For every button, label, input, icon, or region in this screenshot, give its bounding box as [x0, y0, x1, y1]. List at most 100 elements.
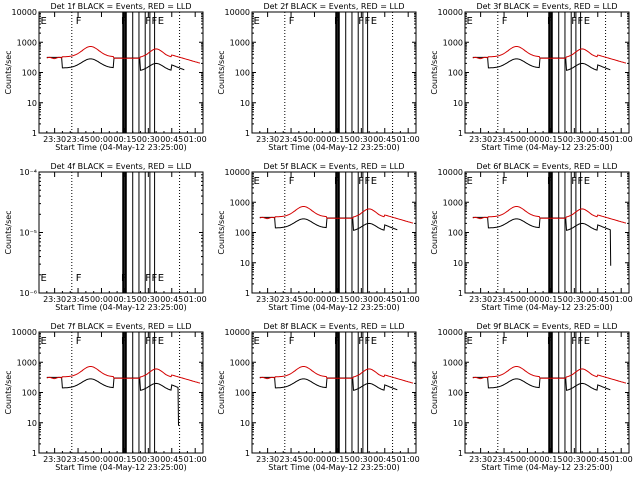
x-tick-label: 01:00: [184, 135, 207, 144]
x-tick-label: 00:15: [539, 295, 562, 304]
x-tick-label: 01:00: [397, 455, 420, 464]
y-tick-label: 100: [235, 389, 250, 398]
y-axis-title: Counts/sec: [217, 370, 226, 414]
plot-frame: [464, 331, 630, 454]
chart-panel-9: Det 9f BLACK = Events, RED = LLD 1 10 100 10…: [430, 322, 633, 472]
x-tick-label: 00:30: [563, 295, 586, 304]
interval-marker: F: [571, 16, 577, 27]
interval-marker: E: [41, 16, 47, 27]
y-tick-label: 10⁻⁶: [19, 289, 37, 298]
interval-marker: F: [364, 16, 370, 27]
interval-marker: F: [289, 336, 295, 347]
interval-marker: F: [289, 176, 295, 187]
chart-panel-4: Det 4f BLACK = Events, RED = LLD 10⁻⁶ 10⁻⁵…: [4, 162, 207, 312]
x-tick-label: 23:30: [256, 295, 279, 304]
y-tick-label: 10: [453, 259, 463, 268]
interval-marker: F: [364, 176, 370, 187]
y-axis-title: Counts/sec: [4, 370, 13, 414]
interval-marker: E: [371, 176, 377, 187]
x-axis-title: Start Time (04-May-12 23:25:00): [55, 143, 186, 152]
interval-marker: F: [151, 336, 157, 347]
lld-series-line: [472, 206, 627, 224]
interval-marker: F: [358, 336, 364, 347]
x-tick-label: 00:15: [113, 455, 136, 464]
chart-title: Det 9f BLACK = Events, RED = LLD: [476, 322, 617, 331]
chart-title: Det 7f BLACK = Events, RED = LLD: [50, 322, 191, 331]
chart-panel-1: Det 1f BLACK = Events, RED = LLD 1 10 100 10…: [4, 2, 207, 152]
interval-marker: E: [467, 176, 473, 187]
y-tick-label: 10: [27, 99, 37, 108]
x-tick-label: 00:15: [326, 295, 349, 304]
x-tick-label: 01:00: [397, 135, 420, 144]
y-tick-label: 10⁻⁴: [19, 168, 37, 177]
x-tick-label: 01:00: [610, 455, 633, 464]
x-tick-label: 00:30: [563, 455, 586, 464]
y-tick-label: 1: [245, 449, 250, 458]
interval-marker: F: [577, 336, 583, 347]
events-series-line: [472, 216, 612, 266]
x-tick-label: 00:00: [516, 455, 539, 464]
plot-frame: [38, 11, 204, 134]
interval-marker: F: [121, 16, 127, 27]
x-tick-label: 00:00: [90, 455, 113, 464]
lld-series-line: [46, 366, 201, 384]
y-tick-label: 1000: [17, 38, 37, 47]
chart-panel-6: Det 6f BLACK = Events, RED = LLD 1 10 100 10…: [430, 162, 633, 312]
y-tick-label: 10: [240, 259, 250, 268]
y-tick-label: 100: [448, 389, 463, 398]
y-tick-label: 1000: [230, 38, 250, 47]
events-series-line: [46, 376, 179, 426]
y-tick-label: 10000: [438, 8, 463, 17]
interval-marker: E: [158, 273, 164, 284]
x-axis-title: Start Time (04-May-12 23:25:00): [55, 303, 186, 312]
y-tick-label: 100: [235, 69, 250, 78]
x-tick-label: 00:45: [160, 455, 183, 464]
interval-marker: F: [76, 336, 82, 347]
x-tick-label: 23:45: [280, 135, 303, 144]
x-tick-label: 01:00: [610, 135, 633, 144]
x-tick-label: 00:30: [350, 455, 373, 464]
interval-marker: E: [158, 336, 164, 347]
lld-series-line: [472, 366, 627, 384]
interval-marker: F: [547, 16, 553, 27]
interval-marker: F: [334, 336, 340, 347]
y-tick-label: 1000: [443, 38, 463, 47]
y-tick-label: 100: [22, 389, 37, 398]
interval-marker: E: [41, 336, 47, 347]
y-axis-title: Counts/sec: [430, 370, 439, 414]
x-tick-label: 23:45: [493, 455, 516, 464]
x-tick-label: 00:45: [160, 295, 183, 304]
y-tick-label: 1: [458, 129, 463, 138]
y-tick-label: 1000: [443, 358, 463, 367]
interval-marker: F: [364, 336, 370, 347]
y-axis-title: Counts/sec: [430, 50, 439, 94]
x-axis-title: Start Time (04-May-12 23:25:00): [481, 303, 612, 312]
y-tick-label: 10000: [12, 328, 37, 337]
interval-marker: F: [358, 16, 364, 27]
x-tick-label: 23:45: [67, 295, 90, 304]
interval-marker: E: [254, 176, 260, 187]
interval-marker: F: [145, 16, 151, 27]
y-axis-title: Counts/sec: [217, 50, 226, 94]
chart-title: Det 3f BLACK = Events, RED = LLD: [476, 2, 617, 11]
y-tick-label: 10000: [12, 8, 37, 17]
interval-marker: E: [584, 176, 590, 187]
x-tick-label: 00:00: [90, 135, 113, 144]
x-tick-label: 23:30: [256, 135, 279, 144]
interval-marker: F: [76, 16, 82, 27]
y-axis-title: Counts/sec: [430, 210, 439, 254]
chart-title: Det 2f BLACK = Events, RED = LLD: [263, 2, 404, 11]
x-axis-title: Start Time (04-May-12 23:25:00): [481, 143, 612, 152]
events-series-line: [472, 56, 611, 71]
interval-marker: E: [371, 16, 377, 27]
lld-series-line: [259, 366, 414, 384]
interval-marker: E: [467, 16, 473, 27]
interval-marker: F: [547, 336, 553, 347]
y-tick-label: 1: [245, 129, 250, 138]
y-tick-label: 1000: [443, 198, 463, 207]
x-tick-label: 23:30: [469, 455, 492, 464]
x-tick-label: 23:45: [493, 295, 516, 304]
interval-marker: F: [358, 176, 364, 187]
y-tick-label: 10: [453, 99, 463, 108]
